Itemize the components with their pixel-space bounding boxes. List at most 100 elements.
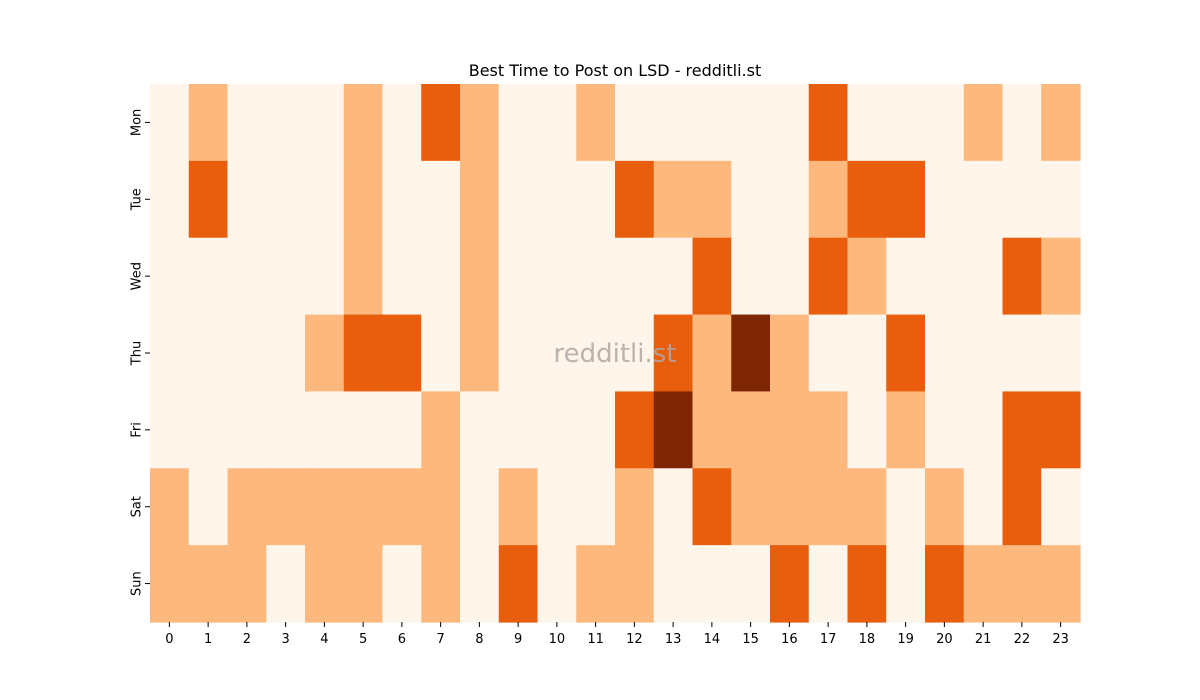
heatmap-cell-sun-11 (576, 545, 616, 623)
heatmap-cell-sun-16 (770, 545, 810, 623)
heatmap-cell-wed-1 (188, 237, 229, 316)
x-tick-label: 13 (665, 632, 682, 647)
heatmap-cell-fri-6 (382, 391, 422, 469)
heatmap-cell-mon-23 (1041, 84, 1081, 162)
heatmap-cell-sun-17 (808, 545, 849, 623)
heatmap-cell-thu-20 (925, 314, 965, 393)
heatmap-cell-mon-18 (847, 84, 887, 162)
heatmap-cell-mon-12 (615, 84, 655, 162)
y-tick-label: Fri (130, 422, 145, 438)
heatmap-cell-sat-15 (731, 468, 771, 546)
y-tick-label: Wed (130, 262, 145, 290)
heatmap-cell-thu-15 (731, 314, 771, 393)
heatmap-cell-fri-22 (1002, 391, 1042, 469)
heatmap-cell-wed-7 (421, 237, 461, 316)
heatmap-cell-thu-13 (653, 314, 694, 393)
heatmap-cell-mon-22 (1002, 84, 1042, 162)
x-tick-label: 9 (514, 632, 522, 647)
heatmap-cell-sat-6 (382, 468, 422, 546)
x-tick-label: 14 (704, 632, 721, 647)
heatmap-cell-fri-14 (692, 391, 732, 469)
heatmap-cell-fri-20 (925, 391, 965, 469)
heatmap-cell-mon-11 (576, 84, 616, 162)
heatmap-cell-tue-0 (150, 160, 190, 239)
x-tick-label: 1 (204, 632, 212, 647)
heatmap-cell-sat-9 (498, 468, 539, 546)
heatmap-cell-sat-8 (460, 468, 500, 546)
heatmap-cell-fri-12 (615, 391, 655, 469)
heatmap-cell-sun-14 (692, 545, 732, 623)
heatmap-cell-wed-12 (615, 237, 655, 316)
heatmap-cell-sun-15 (731, 545, 771, 623)
heatmap-cell-sun-13 (653, 545, 694, 623)
heatmap-cell-wed-22 (1002, 237, 1042, 316)
heatmap-cell-sat-4 (305, 468, 345, 546)
heatmap-cell-tue-23 (1041, 160, 1081, 239)
heatmap-cell-sat-2 (227, 468, 267, 546)
heatmap-cell-wed-20 (925, 237, 965, 316)
heatmap-cell-thu-14 (692, 314, 732, 393)
heatmap-cell-thu-9 (498, 314, 539, 393)
heatmap-cell-mon-3 (266, 84, 306, 162)
heatmap-cell-wed-4 (305, 237, 345, 316)
heatmap-cell-fri-15 (731, 391, 771, 469)
x-axis-ticks: 0 1 2 3 4 5 6 7 8 9 10 11 12 13 14 15 16 17 18 19 20 21 22 23 (165, 622, 1069, 647)
heatmap-cell-mon-13 (653, 84, 694, 162)
heatmap-cell-fri-21 (963, 391, 1004, 469)
x-tick-label: 3 (281, 632, 289, 647)
heatmap-cell-wed-9 (498, 237, 539, 316)
y-tick-label: Sun (130, 571, 145, 596)
heatmap-cell-sat-12 (615, 468, 655, 546)
heatmap-cell-tue-3 (266, 160, 306, 239)
heatmap-cell-fri-7 (421, 391, 461, 469)
heatmap-cell-wed-17 (808, 237, 849, 316)
heatmap-cell-mon-0 (150, 84, 190, 162)
watermark-text: redditli.st (554, 339, 677, 369)
heatmap-cell-sat-5 (343, 468, 384, 546)
heatmap-cell-wed-18 (847, 237, 887, 316)
heatmap-cell-mon-2 (227, 84, 267, 162)
heatmap-cell-tue-2 (227, 160, 267, 239)
heatmap-cell-fri-9 (498, 391, 539, 469)
heatmap-cell-sat-20 (925, 468, 965, 546)
heatmap-cell-tue-6 (382, 160, 422, 239)
heatmap-cell-thu-18 (847, 314, 887, 393)
heatmap-cell-fri-18 (847, 391, 887, 469)
heatmap-cell-wed-11 (576, 237, 616, 316)
heatmap-cell-thu-12 (615, 314, 655, 393)
x-tick-label: 8 (475, 632, 483, 647)
heatmap-cell-fri-23 (1041, 391, 1081, 469)
heatmap-cell-wed-6 (382, 237, 422, 316)
heatmap-cell-sun-0 (150, 545, 190, 623)
heatmap-cell-fri-3 (266, 391, 306, 469)
heatmap-cell-fri-5 (343, 391, 384, 469)
heatmap-cell-mon-19 (886, 84, 926, 162)
heatmap-cell-thu-1 (188, 314, 229, 393)
heatmap-cell-fri-17 (808, 391, 849, 469)
heatmap-cell-sun-2 (227, 545, 267, 623)
heatmap-cell-tue-10 (537, 160, 577, 239)
heatmap-cell-mon-21 (963, 84, 1004, 162)
heatmap-cell-tue-9 (498, 160, 539, 239)
heatmap-cell-sun-1 (188, 545, 229, 623)
heatmap-cell-thu-0 (150, 314, 190, 393)
x-tick-label: 11 (587, 632, 604, 647)
heatmap-cell-sat-3 (266, 468, 306, 546)
heatmap-cell-thu-10 (537, 314, 577, 393)
x-tick-label: 12 (626, 632, 643, 647)
heatmap-cell-mon-9 (498, 84, 539, 162)
heatmap-cell-tue-11 (576, 160, 616, 239)
heatmap-cell-sat-10 (537, 468, 577, 546)
heatmap-cell-tue-8 (460, 160, 500, 239)
heatmap-cell-tue-7 (421, 160, 461, 239)
heatmap-cell-thu-22 (1002, 314, 1042, 393)
heatmap-cell-fri-1 (188, 391, 229, 469)
heatmap-cell-mon-14 (692, 84, 732, 162)
heatmap-cell-sat-14 (692, 468, 732, 546)
heatmap-cell-sat-18 (847, 468, 887, 546)
heatmap-cell-wed-2 (227, 237, 267, 316)
heatmap-cell-thu-23 (1041, 314, 1081, 393)
heatmap-cell-thu-21 (963, 314, 1004, 393)
x-tick-label: 2 (243, 632, 251, 647)
heatmap-cell-tue-5 (343, 160, 384, 239)
